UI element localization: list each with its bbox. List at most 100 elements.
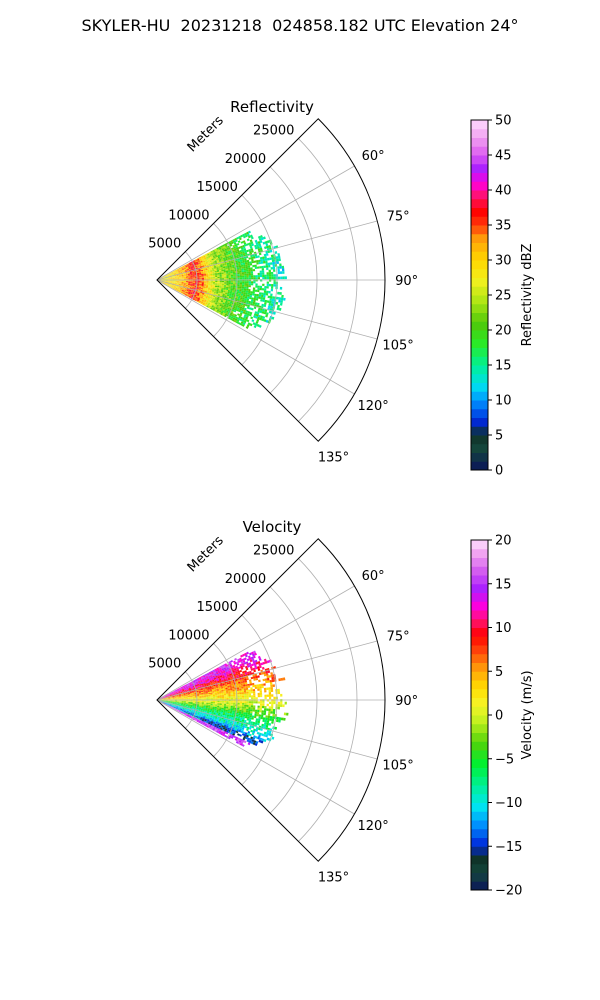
radar-cell [269,679,273,683]
radar-cell [206,274,209,276]
radar-cell [195,687,198,689]
radar-cell [263,292,266,296]
radar-cell [186,282,189,284]
radar-cell [231,681,234,684]
radar-cell [242,252,246,256]
radar-cell [225,711,228,713]
radar-cell [248,273,251,276]
radar-cell [226,310,229,313]
radar-cell [200,289,204,291]
radar-cell [189,289,192,291]
radar-cell [261,288,265,291]
radar-cell [266,276,269,280]
radar-cell [255,741,259,744]
radar-cell [197,679,200,682]
radar-cell [189,706,193,708]
radar-cell [240,741,244,744]
radar-cell [180,707,183,710]
radar-cell [175,288,178,290]
radar-cell [243,684,246,687]
radar-cell [214,260,217,263]
radar-cell [169,273,172,275]
radar-cell [210,676,214,679]
radar-cell [186,687,189,689]
radar-cell [240,724,243,728]
radar-cell [177,269,180,272]
radar-cell [183,280,187,282]
radar-cell [196,263,199,265]
radar-cell [238,674,241,677]
radar-cell [207,268,210,270]
radar-cell [239,282,243,285]
radar-cell [163,278,166,279]
radar-cell [282,677,286,681]
radar-cell [198,681,201,684]
radar-cell [218,677,221,680]
radar-cell [203,692,206,694]
radar-cell [245,326,249,329]
radar-cell [181,274,184,276]
radar-cell [178,286,181,288]
radar-cell [253,295,257,299]
radar-cell [186,698,189,700]
radar-cell [198,287,202,289]
radar-cell [214,729,217,732]
radar-cell [237,742,241,745]
radar-cell [172,270,175,272]
radar-cell [257,705,260,708]
radar-cell [217,695,220,697]
radar-cell [251,697,254,700]
radar-cell [188,283,191,284]
radar-cell [248,693,251,696]
radar-cell [186,688,189,691]
radar-cell [253,705,256,708]
radar-cell [196,720,199,723]
radar-cell [210,272,213,274]
radar-cell [208,295,211,297]
radar-cell [177,281,180,283]
radar-cell [181,703,184,705]
radar-cell [192,282,195,284]
radar-cell [167,694,170,696]
azimuth-tick-label: 105° [382,339,413,354]
radar-cell [244,281,247,284]
radar-cell [278,678,281,682]
radar-cell [220,731,224,734]
radar-cell [174,696,177,698]
radar-cell [230,316,234,319]
radar-cell [176,710,179,712]
radar-cell [180,266,183,268]
colorbar-tick-label: 5 [495,665,503,680]
radar-cell [210,701,213,704]
radar-cell [194,683,197,685]
colorbar-tick-label: 10 [495,621,512,636]
radar-cell [199,693,202,695]
radar-cell [237,322,241,325]
radar-cell [196,273,200,275]
radar-cell [182,270,185,272]
radar-cell [189,263,192,266]
radar-cell [198,295,202,297]
radar-cell [269,295,273,299]
radar-cell [263,295,266,298]
radar-cell [210,716,213,719]
radar-cell [230,240,233,243]
radar-cell [262,316,266,320]
colorbar-label: Velocity (m/s) [520,670,535,759]
radar-cell [239,275,243,278]
radar-cell [170,697,173,698]
radar-cell [198,300,202,303]
colorbar-tick-label: 20 [495,324,512,339]
radar-cell [209,288,213,291]
radar-cell [225,244,228,248]
radar-cell [165,695,168,697]
radar-cell [208,274,211,276]
radar-cell [186,708,190,711]
radar-cell [260,716,264,720]
radar-cell [172,279,175,280]
radar-cell [195,292,198,294]
radar-cell [207,716,211,718]
radar-cell [171,704,175,706]
radar-cell [228,696,231,698]
radar-cell [221,286,224,288]
